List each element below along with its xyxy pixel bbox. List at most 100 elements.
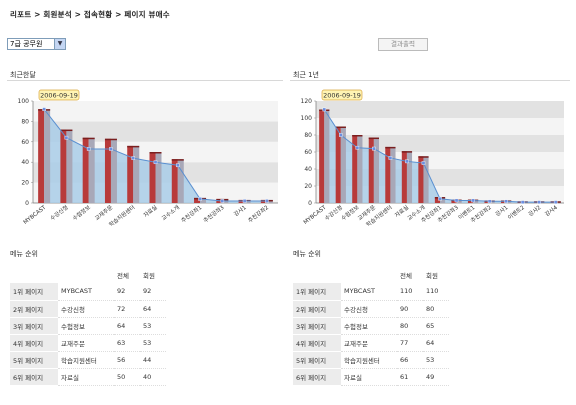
x-tick-label: 추천강좌1 [179, 203, 203, 224]
bar-total [352, 135, 358, 203]
x-tick-label: 강사1 [232, 203, 248, 218]
page-name: 학습지원센터 [341, 351, 397, 369]
member-value: 53 [140, 317, 166, 335]
x-tick-label: 강사4 [543, 203, 559, 218]
page-name: 자료실 [341, 368, 397, 386]
y-tick-label: 80 [304, 132, 312, 139]
rank-label: 4위 페이지 [293, 334, 341, 352]
page-name: MYBCAST [58, 283, 114, 301]
breadcrumb: 리포트 > 회원분석 > 접속현황 > 페이지 뷰애수 [10, 10, 170, 19]
member-value: 64 [140, 300, 166, 318]
bar-total [401, 151, 407, 203]
member-point [265, 199, 269, 203]
bar-total [319, 109, 325, 203]
bar-total [38, 109, 45, 203]
member-point [64, 135, 69, 140]
y-tick-label: 0 [25, 200, 29, 207]
bar-total [60, 129, 67, 203]
bar-total [368, 137, 374, 203]
total-value: 80 [397, 317, 423, 335]
bar-total-shade [110, 138, 117, 203]
total-value: 50 [114, 368, 140, 386]
grid-band [33, 121, 278, 142]
y-tick-label: 100 [18, 98, 30, 105]
grid-band [33, 101, 278, 122]
group-select[interactable]: 7급 공무원 ▼ [7, 38, 66, 50]
rank-label: 5위 페이지 [10, 351, 58, 369]
member-point [487, 199, 492, 204]
bar-total-shade [155, 152, 162, 203]
bar-total [194, 197, 201, 203]
member-point [372, 146, 376, 151]
member-point [86, 147, 91, 151]
x-tick-label: 추천강좌3 [202, 203, 226, 224]
bar-total-shade [473, 199, 479, 203]
member-value: 65 [423, 317, 449, 335]
y-tick-label: 100 [301, 115, 313, 122]
member-point [220, 199, 225, 203]
bar-cap [82, 137, 95, 140]
bar-total [127, 145, 134, 203]
rank-label: 5위 페이지 [293, 351, 341, 369]
y-tick-label: 20 [304, 183, 312, 190]
table-row: 3위 페이지 수험정보 80 65 [293, 317, 449, 335]
bar-total-shade [456, 199, 462, 203]
rank-label: 3위 페이지 [293, 317, 341, 335]
y-tick-label: 40 [304, 166, 312, 173]
member-point [322, 107, 327, 112]
member-value: 80 [423, 300, 449, 318]
bar-total-shade [357, 135, 363, 203]
panel-title-month: 최근한달 [10, 71, 36, 79]
col-member-header: 회원 [143, 271, 155, 280]
bar-cap [171, 159, 184, 161]
bar-total-shade [266, 199, 273, 203]
member-value: 40 [140, 368, 166, 386]
member-value: 92 [140, 283, 166, 301]
bar-total [149, 152, 156, 203]
member-point [153, 160, 158, 164]
member-value: 64 [423, 334, 449, 352]
chevron-down-icon[interactable]: ▼ [54, 39, 65, 49]
member-point [553, 200, 558, 204]
member-value: 44 [140, 351, 166, 369]
bar-total [238, 199, 245, 203]
date-tag-label: 2006-09-19 [323, 92, 361, 100]
member-point [504, 199, 508, 204]
total-value: 92 [114, 283, 140, 301]
member-value: 110 [423, 283, 449, 301]
bar-total [171, 159, 178, 203]
panel-divider [290, 80, 570, 81]
bar-total-shade [324, 109, 330, 203]
rank-label: 1위 페이지 [293, 283, 341, 301]
member-point [42, 107, 46, 111]
x-tick-label: 이벤트2 [506, 203, 526, 221]
total-value: 77 [397, 334, 423, 352]
date-tag [38, 89, 80, 101]
table-row: 2위 페이지 수강신청 90 80 [293, 300, 449, 318]
member-point [175, 163, 180, 168]
bar-cap [368, 137, 379, 140]
print-result-button[interactable]: 결과출력 [378, 38, 428, 51]
bar-total-shade [340, 126, 346, 203]
x-tick-label: 교재주문 [93, 203, 114, 222]
total-value: 90 [397, 300, 423, 318]
bar-total-shade [44, 109, 51, 203]
table-row: 2위 페이지 수강신청 72 64 [10, 300, 166, 318]
member-point [421, 161, 426, 165]
bar-cap [352, 135, 363, 137]
bar-total-shade [200, 197, 207, 203]
member-point [471, 198, 475, 203]
x-tick-label: MYBCAST [303, 204, 328, 226]
page-name: 자료실 [58, 368, 114, 386]
bar-cap [104, 138, 117, 141]
table-header-row: 전체 회원 [10, 266, 166, 283]
bar-total-shade [423, 156, 429, 203]
bar-cap [149, 152, 162, 154]
table-row: 5위 페이지 학습지원센터 56 44 [10, 351, 166, 369]
member-point [131, 156, 136, 160]
y-tick-label: 20 [21, 180, 29, 187]
date-tag [321, 89, 363, 101]
menu-rank-title: 메뉴 순위 [10, 250, 38, 258]
total-value: 63 [114, 334, 140, 352]
